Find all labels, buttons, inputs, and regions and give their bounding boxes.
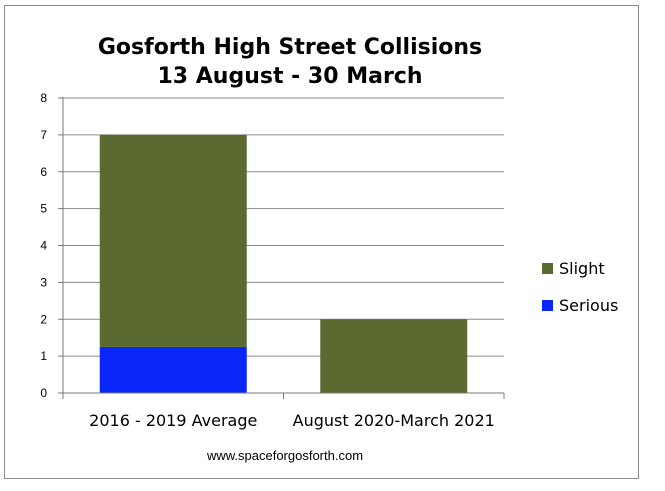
y-tick-label: 0 <box>40 386 47 400</box>
x-category-label: 2016 - 2019 Average <box>89 411 257 430</box>
legend-swatch-serious <box>542 300 553 311</box>
legend: Slight Serious <box>542 259 618 315</box>
y-axis-ticks: 0 1 2 3 4 5 6 7 8 <box>40 91 63 400</box>
legend-label-serious: Serious <box>559 296 618 315</box>
y-tick-label: 7 <box>40 128 47 142</box>
x-category-label: August 2020-March 2021 <box>293 411 495 430</box>
footer-credit: www.spaceforgosforth.com <box>206 448 363 463</box>
y-tick-label: 4 <box>40 239 47 253</box>
y-tick-label: 3 <box>40 275 47 289</box>
x-axis-categories: 2016 - 2019 Average August 2020-March 202… <box>89 411 495 430</box>
bars <box>99 134 468 393</box>
y-tick-label: 8 <box>40 91 47 105</box>
legend-label-slight: Slight <box>559 259 605 278</box>
bar-slight-1 <box>99 134 247 347</box>
chart-title: Gosforth High Street Collisions <box>98 35 482 60</box>
y-tick-label: 5 <box>40 202 47 216</box>
bar-serious-1 <box>99 346 247 393</box>
y-tick-label: 2 <box>40 312 47 326</box>
axes <box>62 97 505 399</box>
y-tick-label: 1 <box>40 349 47 363</box>
legend-swatch-slight <box>542 263 553 274</box>
bar-slight-2 <box>320 319 468 393</box>
y-tick-label: 6 <box>40 165 47 179</box>
chart-subtitle: 13 August - 30 March <box>158 64 423 89</box>
